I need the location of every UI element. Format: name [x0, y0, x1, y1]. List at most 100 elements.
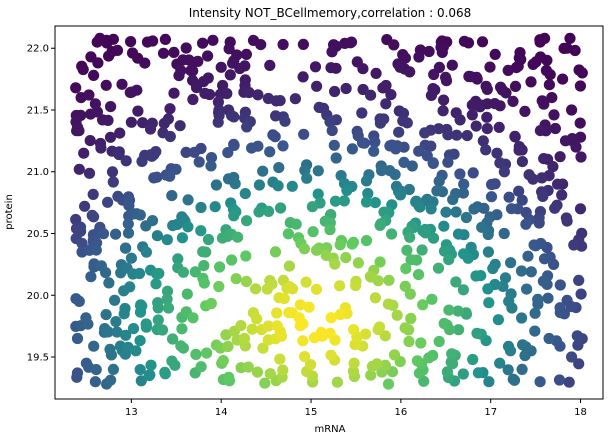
scatter-point: [549, 122, 562, 135]
scatter-point: [76, 237, 88, 250]
scatter-point: [113, 148, 125, 161]
scatter-point: [177, 266, 189, 278]
x-tick-label: 15: [305, 407, 318, 418]
scatter-point: [223, 371, 235, 383]
scatter-point: [575, 151, 587, 163]
scatter-point: [239, 188, 251, 200]
scatter-point: [205, 160, 217, 172]
scatter-point: [282, 228, 294, 240]
scatter-point: [131, 84, 143, 96]
scatter-point: [91, 106, 103, 118]
scatter-point: [405, 312, 417, 325]
scatter-point: [521, 283, 533, 295]
scatter-point: [120, 155, 132, 167]
scatter-point: [574, 80, 587, 92]
scatter-point: [329, 195, 342, 207]
scatter-point: [189, 266, 201, 278]
scatter-point: [73, 163, 85, 175]
scatter-point: [481, 123, 493, 135]
scatter-point: [87, 188, 99, 200]
scatter-point: [91, 36, 103, 48]
scatter-point: [223, 43, 235, 55]
scatter-point: [446, 348, 458, 360]
x-tick-label: 17: [484, 407, 497, 418]
scatter-point: [329, 85, 341, 98]
scatter-point: [527, 173, 539, 185]
scatter-point: [443, 254, 455, 266]
x-axis: 13 14 15 16 17 18: [125, 399, 587, 418]
scatter-point: [340, 82, 352, 95]
scatter-point: [348, 324, 360, 336]
scatter-point: [457, 368, 469, 380]
scatter-point: [240, 275, 252, 288]
scatter-point: [253, 206, 265, 218]
scatter-point: [164, 170, 176, 182]
scatter-point: [198, 260, 210, 272]
scatter-point: [382, 378, 395, 390]
scatter-point: [547, 161, 559, 173]
scatter-point: [283, 260, 295, 272]
scatter-point: [107, 176, 119, 188]
scatter-point: [89, 376, 101, 388]
scatter-point: [525, 266, 537, 278]
scatter-point: [137, 117, 149, 129]
scatter-point: [538, 153, 550, 165]
scatter-point: [205, 152, 218, 164]
scatter-point: [82, 318, 94, 330]
scatter-point: [383, 274, 395, 286]
scatter-point: [513, 185, 525, 197]
scatter-point: [445, 356, 457, 368]
scatter-point: [534, 125, 547, 137]
scatter-point: [438, 220, 450, 232]
scatter-point: [228, 111, 240, 123]
scatter-point: [330, 152, 342, 164]
scatter-point: [415, 337, 427, 349]
scatter-point: [452, 305, 464, 317]
scatter-point: [263, 205, 275, 217]
scatter-point: [312, 165, 324, 177]
scatter-point: [232, 231, 244, 243]
scatter-point: [428, 68, 440, 81]
scatter-point: [207, 34, 219, 46]
scatter-point: [150, 278, 162, 290]
scatter-point: [106, 166, 119, 178]
scatter-point: [391, 309, 403, 321]
scatter-point: [426, 293, 438, 305]
scatter-point: [399, 322, 411, 334]
scatter-point: [134, 209, 146, 221]
scatter-point: [470, 120, 482, 132]
scatter-point: [541, 54, 553, 66]
scatter-point: [297, 335, 309, 347]
scatter-point: [71, 367, 84, 379]
scatter-point: [310, 283, 323, 295]
scatter-point: [330, 62, 342, 74]
scatter-point: [250, 283, 262, 295]
y-tick-label: 20.5: [27, 229, 49, 240]
scatter-point: [505, 257, 517, 269]
scatter-point: [102, 326, 114, 338]
scatter-point: [543, 332, 555, 345]
scatter-point: [370, 67, 382, 79]
scatter-point: [534, 36, 546, 48]
scatter-point: [405, 254, 417, 266]
scatter-point: [557, 73, 569, 85]
scatter-point: [193, 156, 205, 168]
scatter-point: [466, 109, 478, 121]
scatter-point: [262, 320, 274, 332]
scatter-point: [83, 89, 95, 101]
scatter-point: [145, 359, 157, 371]
scatter-point: [472, 367, 484, 379]
scatter-point: [482, 283, 494, 295]
scatter-point: [338, 195, 350, 207]
scatter-point: [466, 99, 478, 111]
scatter-point: [116, 78, 128, 90]
y-tick-label: 20.0: [27, 291, 49, 302]
scatter-point: [242, 361, 254, 373]
scatter-point: [195, 225, 207, 237]
scatter-point: [246, 142, 258, 154]
scatter-point: [269, 131, 281, 143]
scatter-point: [226, 254, 238, 266]
scatter-point: [331, 376, 343, 388]
scatter-point: [123, 200, 135, 212]
scatter-point: [350, 279, 362, 292]
